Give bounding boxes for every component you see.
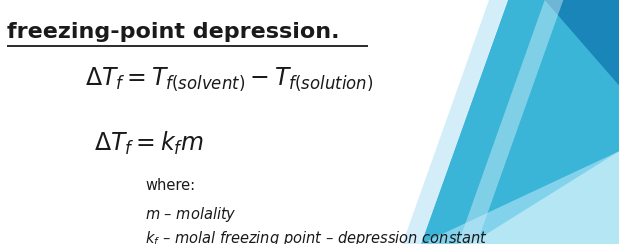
Text: $k_f$ – molal freezing point – depression constant: $k_f$ – molal freezing point – depressio… bbox=[145, 229, 488, 244]
Polygon shape bbox=[470, 151, 619, 244]
Text: freezing-point depression.: freezing-point depression. bbox=[7, 22, 340, 42]
Polygon shape bbox=[421, 0, 619, 244]
Text: where:: where: bbox=[145, 178, 196, 193]
Polygon shape bbox=[458, 0, 563, 244]
Text: $\Delta T_f = k_f m$: $\Delta T_f = k_f m$ bbox=[93, 129, 204, 156]
Polygon shape bbox=[545, 0, 619, 85]
Polygon shape bbox=[421, 151, 619, 244]
Polygon shape bbox=[402, 0, 508, 244]
Text: $\Delta T_f = T_{f(solvent)} - T_{f(solution)}$: $\Delta T_f = T_{f(solvent)} - T_{f(solu… bbox=[85, 66, 373, 93]
Text: $m$ – molality: $m$ – molality bbox=[145, 205, 237, 224]
